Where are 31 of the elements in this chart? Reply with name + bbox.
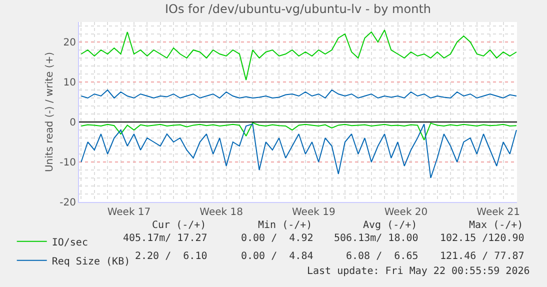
x-tick-label: Week 19: [292, 207, 336, 218]
text: Max (-/+): [469, 220, 524, 231]
text: 0.00 / 4.92: [241, 233, 314, 244]
y-tick-label: -20: [60, 198, 76, 208]
x-tick-label: Week 21: [476, 207, 520, 218]
legend-label: Req Size (KB): [52, 256, 130, 268]
text: 2.20 / 6.10: [135, 251, 208, 262]
y-tick-label: 10: [63, 78, 76, 88]
text: Avg (-/+): [363, 220, 418, 231]
x-tick-label: Week 20: [384, 207, 428, 218]
chart-title: IOs for /dev/ubuntu-vg/ubuntu-lv - by month: [164, 2, 432, 16]
text: 6.08 / 6.65: [346, 251, 418, 262]
y-tick-label: 0: [70, 118, 76, 128]
line-series: [80, 30, 517, 80]
text: Min (-/+): [258, 220, 312, 231]
text: 121.46 / 77.87: [440, 251, 524, 262]
line-series: [80, 124, 517, 178]
line-series: [80, 122, 517, 140]
y-axis-title: Units read (-) / write (+): [44, 52, 56, 172]
y-tick-label: -10: [60, 158, 76, 168]
x-tick-label: Week 17: [107, 207, 151, 218]
legend-label: IO/sec: [52, 237, 88, 248]
line-series: [80, 90, 517, 98]
text: 102.15 /120.90: [440, 233, 524, 244]
text: 506.13m/ 18.00: [334, 233, 418, 244]
x-tick-label: Week 18: [200, 207, 243, 218]
text: 405.17m/ 17.27: [123, 233, 208, 244]
text: 0.00 / 4.84: [241, 251, 314, 262]
text: Cur (-/+): [152, 220, 206, 231]
text: Last update: Fri May 22 00:55:59 2026: [307, 266, 530, 277]
y-tick-label: 20: [63, 38, 76, 48]
